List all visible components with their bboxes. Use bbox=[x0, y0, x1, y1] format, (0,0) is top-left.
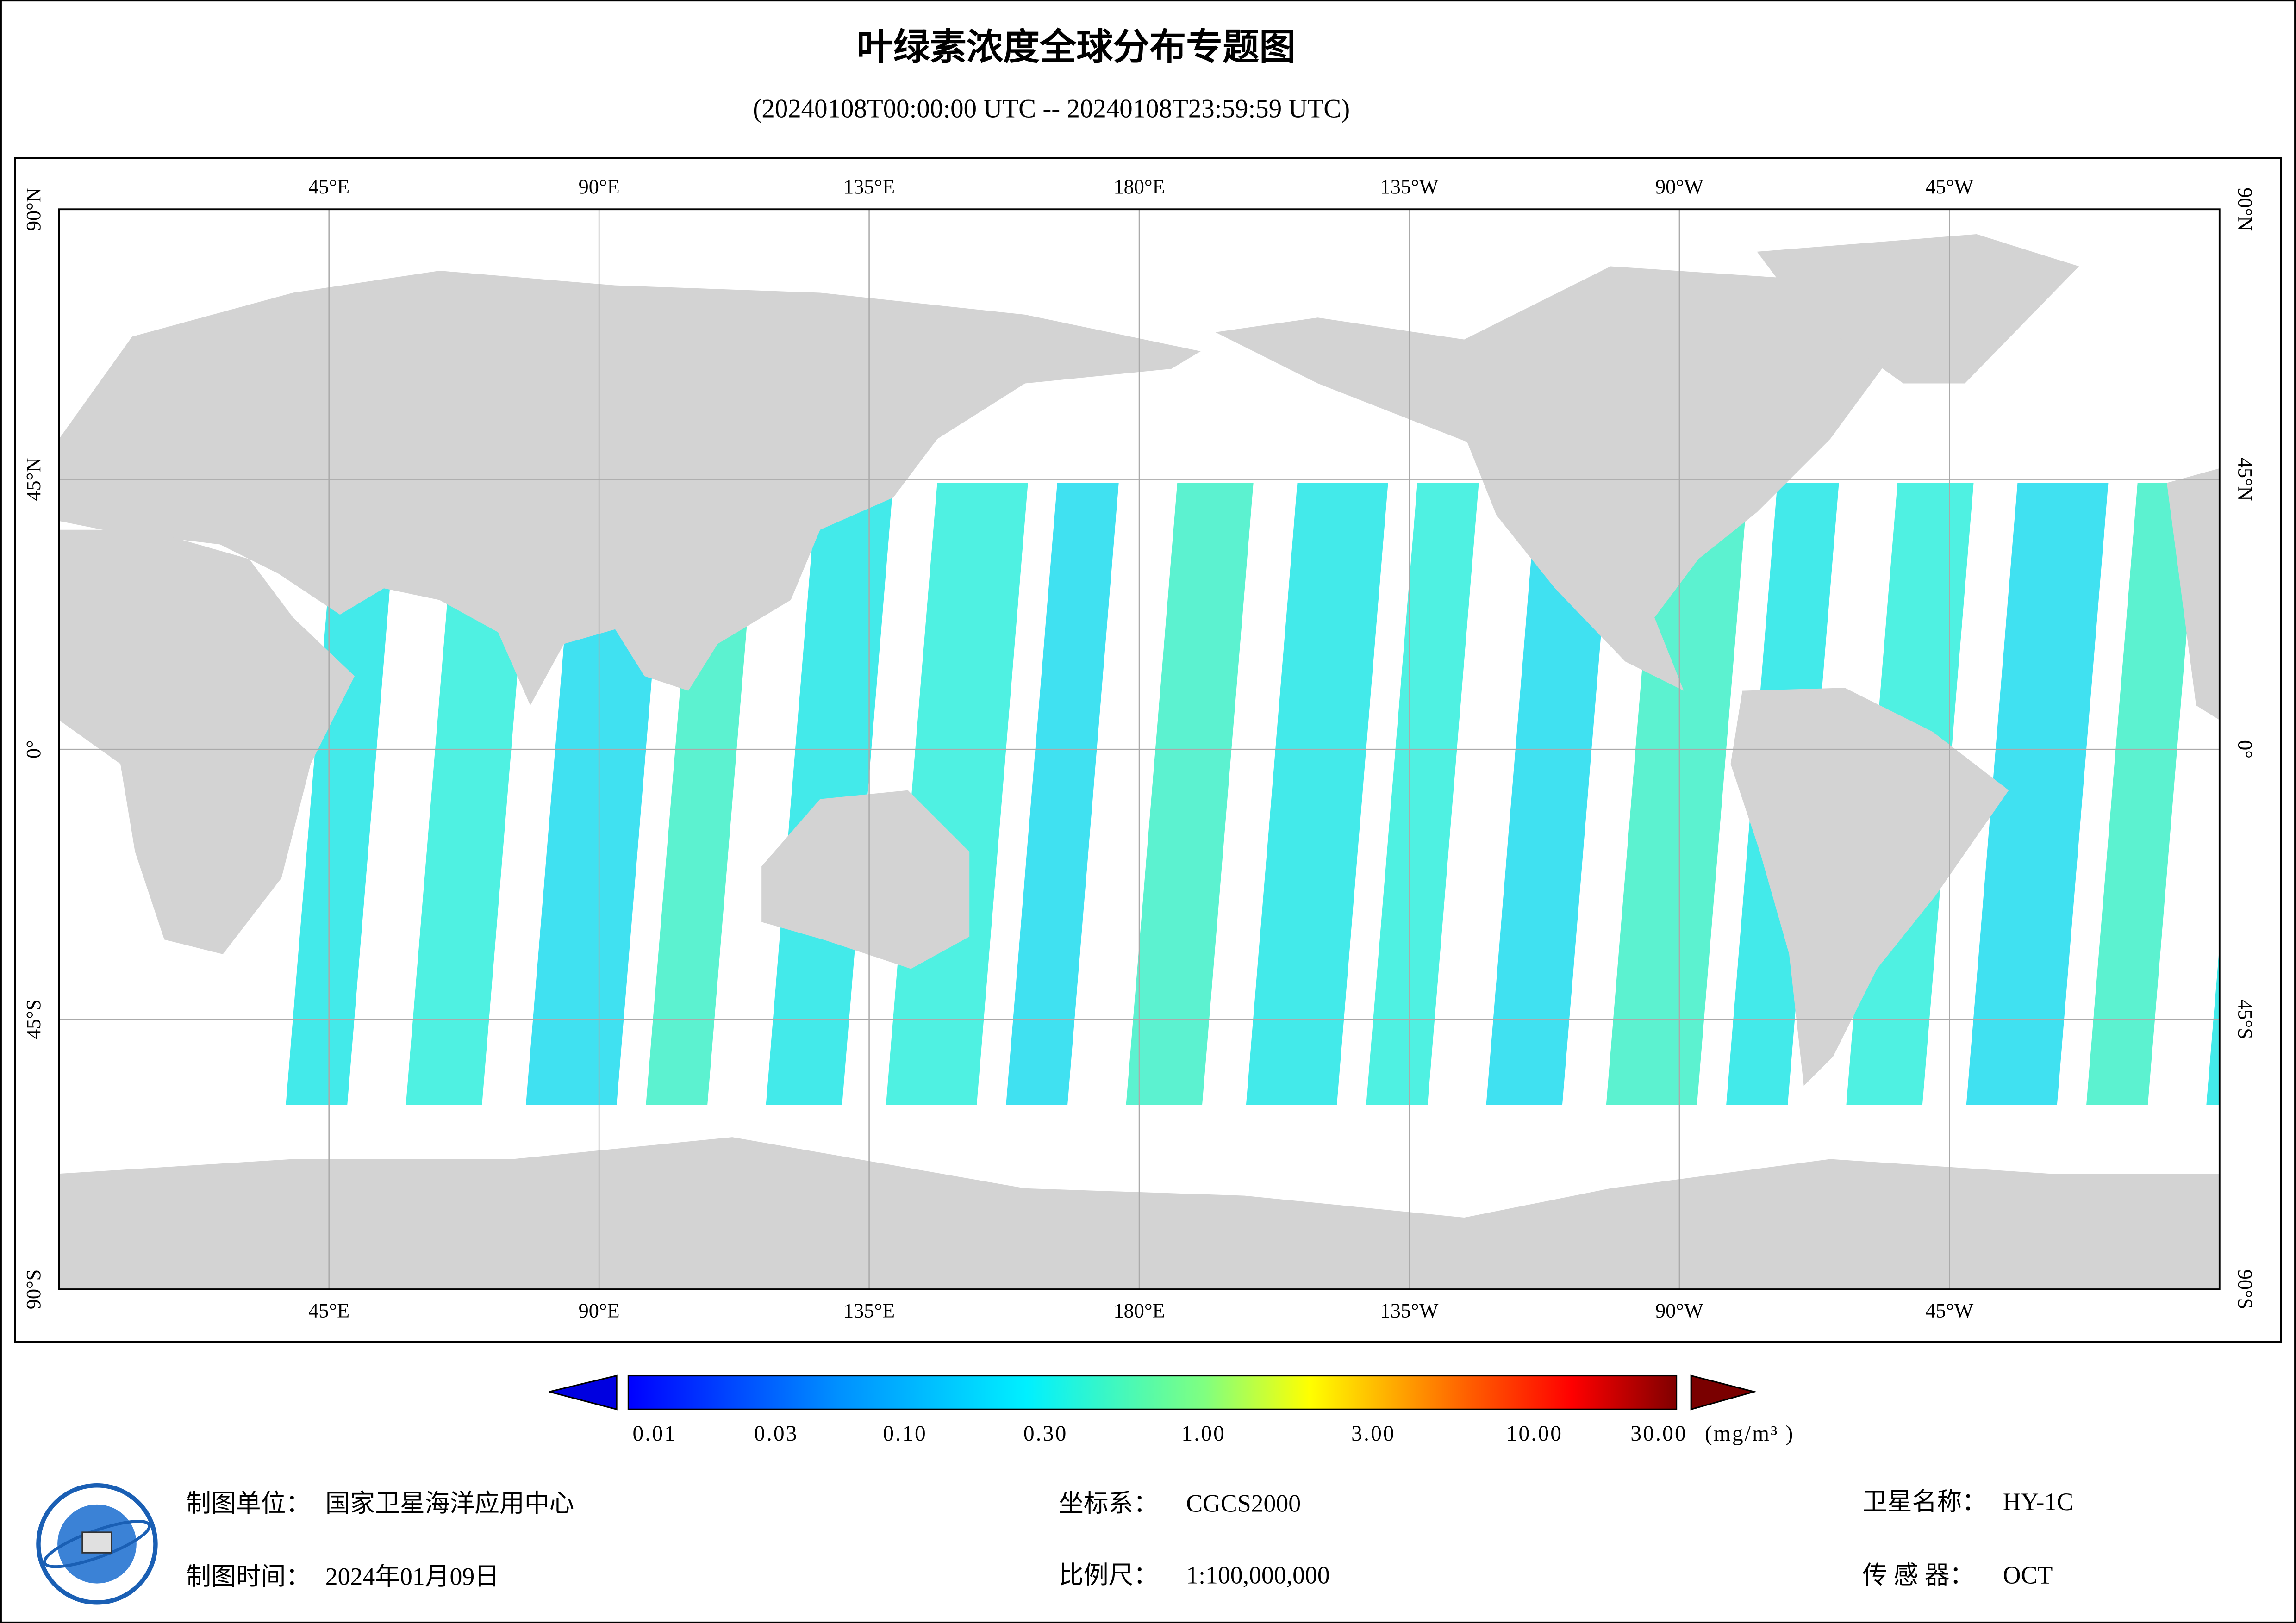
footer-label: 制图单位： bbox=[186, 1489, 311, 1517]
colorbar-label: 0.03 bbox=[754, 1422, 799, 1446]
colorbar-high-arrow bbox=[1690, 1374, 1757, 1411]
lat-label: 90°S bbox=[2234, 1269, 2256, 1310]
lat-label: 90°S bbox=[22, 1269, 45, 1310]
lon-label: 45°E bbox=[308, 175, 349, 198]
logo bbox=[36, 1483, 158, 1605]
footer-value: 1:100,000,000 bbox=[1186, 1561, 1330, 1589]
greenland bbox=[1757, 234, 2079, 384]
colorbar-label: 0.30 bbox=[1023, 1422, 1068, 1446]
lat-label: 90°N bbox=[2234, 187, 2256, 231]
lat-label: 0° bbox=[22, 740, 45, 759]
swath bbox=[1606, 483, 1748, 1105]
lon-label: 45°E bbox=[308, 1300, 349, 1322]
lon-label: 135°W bbox=[1380, 1300, 1439, 1322]
footer-label: 坐标系： bbox=[1059, 1489, 1158, 1517]
lat-label: 90°N bbox=[22, 187, 45, 231]
map bbox=[59, 209, 2220, 1289]
lon-label: 90°E bbox=[579, 1300, 620, 1322]
colorbar-label: 10.00 bbox=[1506, 1422, 1563, 1446]
lat-label: 45°S bbox=[2234, 999, 2256, 1039]
footer-value: HY-1C bbox=[2003, 1488, 2073, 1516]
footer-value: 2024年01月09日 bbox=[325, 1562, 499, 1590]
lat-label: 45°S bbox=[22, 999, 45, 1039]
south-america bbox=[1730, 688, 2009, 1086]
north-america bbox=[1215, 266, 1903, 691]
chlorophyll-swaths bbox=[286, 483, 2220, 1105]
logo-satellite bbox=[81, 1531, 112, 1554]
footer-label: 卫星名称： bbox=[1862, 1488, 1987, 1516]
colorbar-label: 0.01 bbox=[632, 1422, 677, 1446]
swath bbox=[766, 483, 893, 1105]
footer-label: 制图时间： bbox=[186, 1562, 311, 1590]
footer-label: 比例尺： bbox=[1059, 1561, 1158, 1589]
lat-label: 45°N bbox=[2234, 458, 2256, 501]
lon-label: 135°E bbox=[843, 175, 895, 198]
lon-label: 135°W bbox=[1380, 175, 1439, 198]
swath bbox=[1366, 483, 1479, 1105]
footer: 制图单位： 国家卫星海洋应用中心 坐标系： CGCS2000 卫星名称： HY-… bbox=[186, 1488, 2073, 1590]
colorbar-label: 0.10 bbox=[883, 1422, 927, 1446]
colorbar-label: 30.00 bbox=[1630, 1422, 1687, 1446]
lon-label: 45°W bbox=[1925, 1300, 1973, 1322]
map-outer-frame bbox=[14, 157, 2282, 1343]
footer-label: 传 感 器： bbox=[1862, 1561, 1974, 1589]
swath bbox=[286, 483, 399, 1105]
lon-label: 180°E bbox=[1113, 175, 1165, 198]
swath bbox=[1006, 483, 1119, 1105]
colorbar: 0.01 0.03 0.10 0.30 1.00 3.00 10.00 30.00 (mg/m… bbox=[549, 1374, 1795, 1446]
colorbar-labels: 0.01 0.03 0.10 0.30 1.00 3.00 10.00 30.00 bbox=[632, 1422, 1687, 1446]
swath bbox=[1966, 483, 2109, 1105]
colorbar-label: 1.00 bbox=[1181, 1422, 1226, 1446]
lon-label: 90°E bbox=[579, 175, 620, 198]
lat-label: 0° bbox=[2234, 740, 2256, 759]
colorbar-label: 3.00 bbox=[1351, 1422, 1396, 1446]
colorbar-ramp bbox=[627, 1374, 1678, 1410]
subtitle: (20240108T00:00:00 UTC -- 20240108T23:59… bbox=[753, 94, 1350, 123]
swath bbox=[1126, 483, 1254, 1105]
africa bbox=[59, 529, 355, 954]
lat-label: 45°N bbox=[22, 458, 45, 501]
title: 叶绿素浓度全球分布专题图 bbox=[857, 26, 1296, 67]
graticule bbox=[59, 209, 2220, 1289]
footer-value: CGCS2000 bbox=[1186, 1489, 1301, 1517]
lon-label: 90°W bbox=[1655, 175, 1703, 198]
colorbar-unit: (mg/m³ ) bbox=[1705, 1422, 1795, 1446]
eurasia bbox=[59, 271, 1201, 706]
swath bbox=[1246, 483, 1388, 1105]
australia bbox=[761, 790, 970, 969]
lon-label: 135°E bbox=[843, 1300, 895, 1322]
colorbar-low-arrow bbox=[549, 1374, 618, 1411]
lon-label: 90°W bbox=[1655, 1300, 1703, 1322]
lon-label: 45°W bbox=[1925, 175, 1973, 198]
swath bbox=[2206, 945, 2220, 1105]
europe-africa-east bbox=[2166, 468, 2220, 720]
map-labels: 45°E 45°E 90°E 90°E 135°E 135°E 180°E 180°E 135°… bbox=[22, 175, 2256, 1322]
swath bbox=[2086, 483, 2199, 1105]
swath bbox=[1486, 483, 1614, 1105]
lon-label: 180°E bbox=[1113, 1300, 1165, 1322]
swath bbox=[646, 483, 759, 1105]
map-inner-frame bbox=[58, 208, 2221, 1290]
footer-value: OCT bbox=[2003, 1561, 2053, 1589]
footer-value: 国家卫星海洋应用中心 bbox=[325, 1489, 574, 1517]
